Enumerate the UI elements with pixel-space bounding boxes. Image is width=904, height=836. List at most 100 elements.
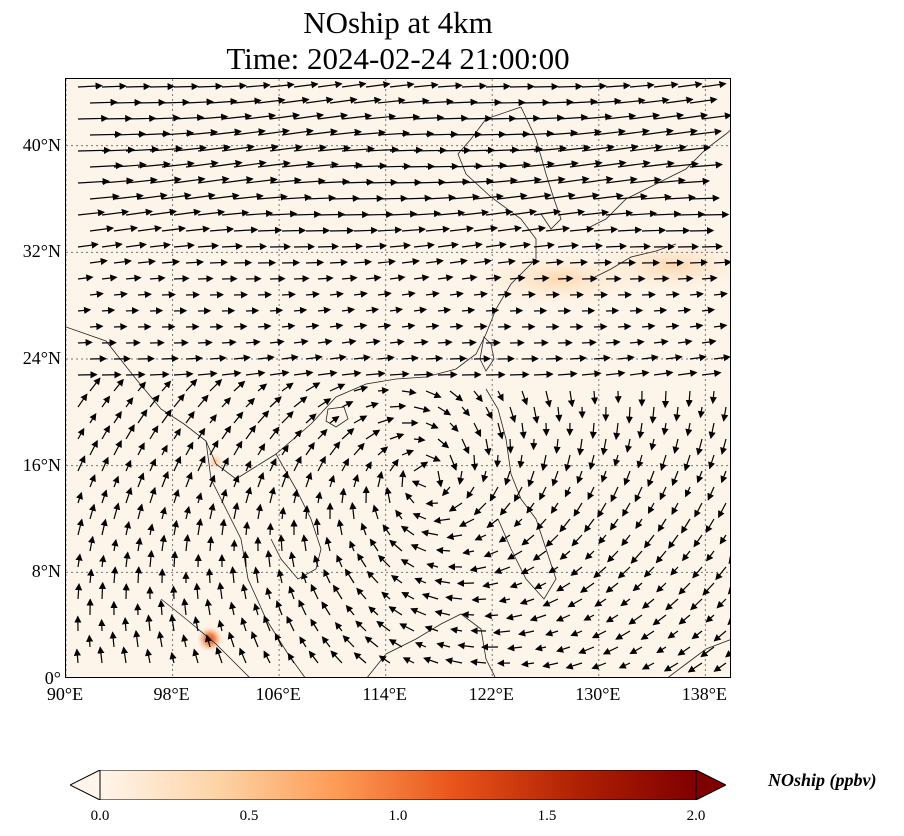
wind-vector xyxy=(509,176,542,184)
wind-vector xyxy=(545,192,576,200)
wind-vector xyxy=(77,82,103,90)
wind-vector xyxy=(449,225,474,233)
wind-vector xyxy=(111,538,119,552)
wind-vector xyxy=(293,210,322,218)
wind-vector xyxy=(655,550,667,564)
wind-vector xyxy=(185,160,219,168)
wind-vector xyxy=(425,225,451,233)
wind-vector xyxy=(368,606,379,616)
wind-vector xyxy=(100,518,108,536)
wind-vector xyxy=(694,502,703,518)
lon-tick-label: 106°E xyxy=(255,684,301,704)
wind-vector xyxy=(544,390,552,408)
wind-vector xyxy=(185,128,219,137)
wind-vector xyxy=(713,290,728,298)
wind-vector xyxy=(437,371,458,379)
wind-vector xyxy=(461,406,470,417)
wind-vector xyxy=(521,225,546,233)
wind-vector xyxy=(405,492,415,504)
wind-vector xyxy=(677,306,692,314)
wind-vector xyxy=(245,338,261,346)
wind-vector xyxy=(113,502,121,520)
wind-vector xyxy=(101,274,118,282)
wind-vector xyxy=(137,409,148,424)
wind-vector xyxy=(89,225,114,233)
wind-vector xyxy=(99,554,107,568)
wind-vector xyxy=(353,96,382,104)
wind-vector xyxy=(113,290,128,299)
wind-vector xyxy=(293,455,302,472)
wind-vector xyxy=(692,566,703,579)
wind-vector xyxy=(169,651,177,664)
wind-vector xyxy=(696,438,703,456)
wind-vector xyxy=(413,306,428,314)
colorbar-over-arrow xyxy=(695,769,728,801)
wind-vector xyxy=(159,506,167,520)
wind-vector xyxy=(414,641,427,649)
wind-vector xyxy=(317,210,346,219)
wind-vector xyxy=(161,129,195,137)
wind-vector xyxy=(533,241,555,250)
wind-vector xyxy=(589,422,597,439)
wind-vector xyxy=(268,486,276,504)
wind-vector xyxy=(571,534,583,547)
wind-vector xyxy=(193,582,201,600)
map-title: NOship at 4km xyxy=(303,5,493,40)
wind-vector xyxy=(265,549,273,568)
wind-vector xyxy=(77,306,92,314)
wind-vector xyxy=(559,550,571,560)
wind-vector xyxy=(125,176,158,184)
map-canvas xyxy=(66,79,730,677)
wind-vector xyxy=(498,534,511,543)
wind-vector xyxy=(183,534,191,552)
wind-vector xyxy=(305,194,336,202)
wind-vector xyxy=(135,537,143,552)
wind-vector xyxy=(630,550,643,564)
wind-vector xyxy=(517,454,525,469)
wind-vector xyxy=(221,425,232,440)
wind-vector xyxy=(569,98,598,106)
wind-vector xyxy=(653,177,686,185)
wind-vector xyxy=(305,322,320,330)
wind-vector xyxy=(185,471,193,488)
wind-vector xyxy=(713,322,728,330)
wind-vector xyxy=(89,257,108,266)
wind-vector xyxy=(617,159,651,168)
wind-vector xyxy=(718,502,727,519)
wind-vector xyxy=(632,582,643,592)
wind-vector xyxy=(400,525,415,536)
wind-vector xyxy=(647,502,655,515)
wind-vector xyxy=(497,130,531,138)
wind-vector xyxy=(353,129,387,137)
wind-vector xyxy=(600,438,608,456)
wind-vector xyxy=(401,226,427,234)
wind-vector xyxy=(677,369,698,377)
wind-vector xyxy=(449,422,459,432)
wind-vector xyxy=(569,128,602,137)
wind-vector xyxy=(581,82,607,90)
wind-vector xyxy=(701,242,723,251)
wind-vector xyxy=(727,617,730,626)
wind-vector xyxy=(581,144,615,152)
wind-vector xyxy=(665,128,698,136)
wind-vector xyxy=(656,582,667,593)
wind-vector xyxy=(527,470,535,488)
wind-vector xyxy=(610,486,619,503)
wind-vector xyxy=(461,611,475,619)
wind-vector xyxy=(593,566,607,579)
wind-vector xyxy=(353,354,371,362)
wind-vector xyxy=(471,595,487,604)
wind-vector xyxy=(401,130,435,138)
lat-tick-label: 16°N xyxy=(22,454,61,475)
wind-vector xyxy=(232,502,240,520)
wind-vector xyxy=(533,274,550,283)
wind-vector xyxy=(652,614,667,626)
wind-vector xyxy=(656,646,667,654)
wind-vector xyxy=(125,487,133,504)
wind-vector xyxy=(87,568,95,584)
wind-vector xyxy=(305,227,331,235)
coastline-korea xyxy=(520,106,562,230)
wind-vector xyxy=(486,518,499,529)
wind-vector xyxy=(170,585,178,600)
wind-vector xyxy=(557,144,591,152)
